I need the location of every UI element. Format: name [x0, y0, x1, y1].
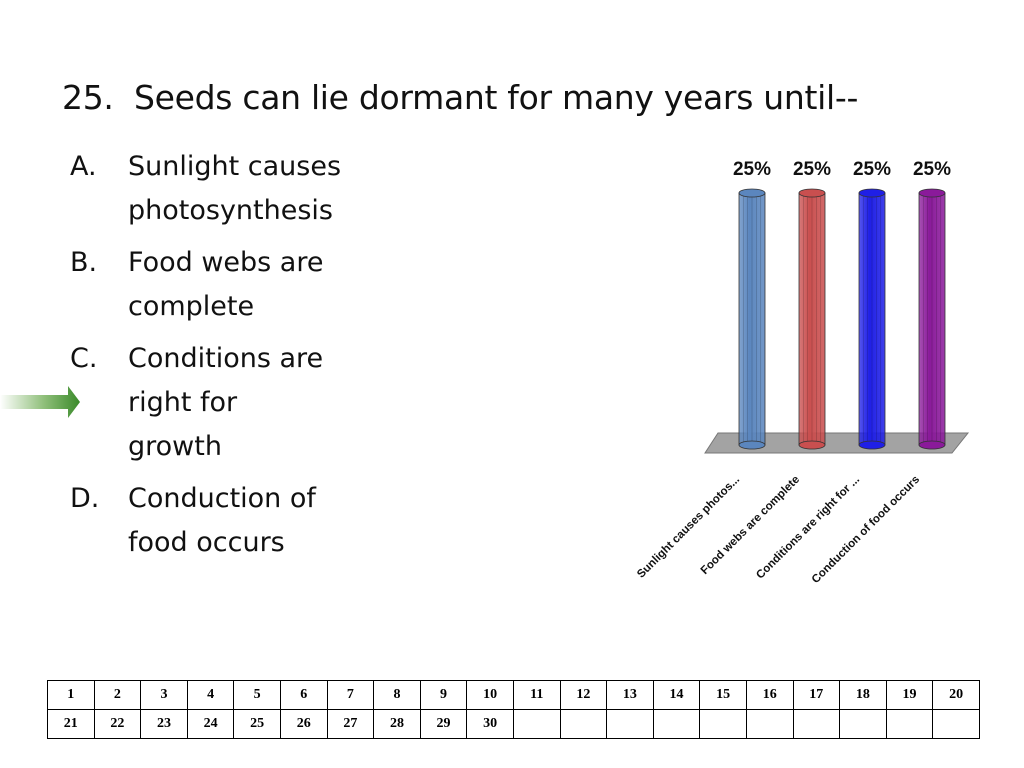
- number-grid-cell: 27: [326, 709, 375, 739]
- answer-text-line: food occurs: [128, 527, 285, 558]
- number-grid-cell: [745, 709, 794, 739]
- chart-bar: [738, 188, 766, 450]
- chart-bar: [858, 188, 886, 450]
- number-grid-cell: 16: [745, 680, 794, 710]
- number-grid-cell: 12: [559, 680, 608, 710]
- number-grid-cell: 10: [466, 680, 514, 710]
- number-grid-cell: 21: [47, 709, 95, 739]
- number-grid-cell: 19: [885, 680, 934, 710]
- number-grid-cell: [512, 709, 561, 739]
- question-number: 25.: [62, 78, 114, 117]
- response-bar-chart: 25% Sunlight causes photos... 25% Food webs…: [635, 159, 970, 586]
- number-grid-cell: 2: [93, 680, 142, 710]
- answer-b[interactable]: B. Food webs are complete: [70, 241, 380, 329]
- number-grid-cell: 9: [419, 680, 468, 710]
- answer-a[interactable]: A. Sunlight causes photosynthesis: [70, 145, 380, 233]
- answer-text-line: Food webs are: [128, 247, 324, 278]
- answer-text-line: Sunlight causes: [128, 151, 342, 182]
- answer-c[interactable]: C. Conditions are right for growth: [70, 337, 380, 469]
- number-grid-cell: 13: [606, 680, 654, 710]
- number-grid-cell: 11: [512, 680, 561, 710]
- answer-text-line: growth: [128, 431, 222, 462]
- number-grid-cell: 15: [699, 680, 747, 710]
- number-grid-cell: 18: [839, 680, 887, 710]
- number-grid-row: 1 2 3 4 5 6 7 8 9 10 11 12 13 14 15 16 17 18 19 20: [47, 680, 980, 710]
- answer-text-line: Conditions are: [128, 343, 324, 374]
- chart-bar: [798, 188, 826, 450]
- answer-text-line: photosynthesis: [128, 195, 333, 226]
- answer-letter: B.: [70, 247, 98, 278]
- number-grid-cell: 14: [652, 680, 701, 710]
- chart-data-label: 25%: [733, 159, 771, 180]
- number-grid-cell: 17: [792, 680, 841, 710]
- number-grid-cell: [839, 709, 887, 739]
- question-text: Seeds can lie dormant for many years unt…: [133, 78, 859, 117]
- chart-category-label: Food webs are complete: [699, 474, 802, 577]
- chart-data-label: 25%: [913, 159, 951, 180]
- number-grid-cell: [559, 709, 608, 739]
- number-grid-cell: 4: [186, 680, 235, 710]
- number-grid-cell: 1: [47, 680, 95, 710]
- number-grid-cell: 23: [140, 709, 188, 739]
- number-grid-cell: 5: [233, 680, 281, 710]
- number-grid-cell: [699, 709, 747, 739]
- chart-data-label: 25%: [793, 159, 831, 180]
- answer-text-line: Conduction of: [128, 483, 316, 514]
- answer-letter: D.: [70, 483, 100, 514]
- number-grid-cell: [932, 709, 980, 739]
- number-grid-cell: 7: [326, 680, 375, 710]
- answer-letter: A.: [70, 151, 97, 182]
- number-grid-cell: [606, 709, 654, 739]
- number-grid-row: 21 22 23 24 25 26 27 28 29 30: [47, 709, 980, 739]
- number-grid-cell: 28: [373, 709, 421, 739]
- number-grid-cell: 3: [140, 680, 188, 710]
- number-grid-cell: 26: [279, 709, 328, 739]
- number-grid-cell: 22: [93, 709, 142, 739]
- chart-category-label: Sunlight causes photos...: [635, 474, 742, 581]
- question-title: 25. Seeds can lie dormant for many years…: [62, 78, 858, 117]
- number-grid-cell: [885, 709, 934, 739]
- answer-text-line: right for: [128, 387, 238, 418]
- number-grid-cell: 25: [233, 709, 281, 739]
- number-grid-cell: 30: [466, 709, 514, 739]
- answer-d[interactable]: D. Conduction of food occurs: [70, 477, 380, 565]
- response-number-grid: 1 2 3 4 5 6 7 8 9 10 11 12 13 14 15 16 17 18 19 20 21 22 23 24 2…: [47, 680, 980, 739]
- number-grid-cell: 24: [186, 709, 235, 739]
- number-grid-cell: [792, 709, 841, 739]
- correct-answer-arrow-icon: [0, 386, 80, 418]
- chart-category-label: Conditions are right for ...: [754, 474, 862, 582]
- number-grid-cell: 8: [373, 680, 421, 710]
- chart-category-label: Conduction of food occurs: [810, 474, 922, 586]
- answer-list: A. Sunlight causes photosynthesis B. Foo…: [70, 145, 380, 573]
- number-grid-cell: 6: [279, 680, 328, 710]
- number-grid-cell: 20: [932, 680, 980, 710]
- chart-data-label: 25%: [853, 159, 891, 180]
- number-grid-cell: 29: [419, 709, 468, 739]
- number-grid-cell: [652, 709, 701, 739]
- answer-letter: C.: [70, 343, 98, 374]
- answer-text-line: complete: [128, 291, 255, 322]
- chart-bar: [918, 188, 946, 450]
